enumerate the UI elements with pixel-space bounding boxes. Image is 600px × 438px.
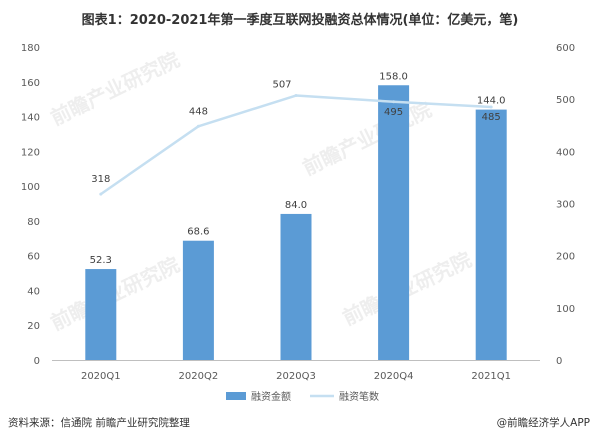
line-point [196, 124, 200, 128]
y-left-tick-label: 180 [21, 43, 40, 54]
bar-value-label: 84.0 [285, 200, 307, 211]
y-left-tick-label: 60 [27, 252, 40, 263]
x-tick-label: 2021Q1 [471, 371, 511, 382]
bar-2020Q2 [182, 240, 214, 360]
x-tick-label: 2020Q4 [374, 371, 414, 382]
credit-note: @前瞻经济学人APP [496, 417, 590, 429]
y-left-tick-label: 160 [21, 78, 40, 89]
y-left-tick-label: 40 [27, 286, 40, 297]
x-tick-label: 2020Q1 [81, 371, 121, 382]
y-right-tick-label: 300 [556, 200, 575, 211]
line-series-path [100, 94, 492, 196]
y-right-tick-label: 500 [556, 95, 575, 106]
source-note: 资料来源：信通院 前瞻产业研究院整理 [8, 417, 190, 429]
y-left-tick-label: 100 [21, 182, 40, 193]
line-value-label: 448 [189, 106, 208, 117]
bar-2021Q1 [475, 109, 507, 360]
line-value-label: 485 [482, 112, 501, 123]
y-right-tick-label: 100 [556, 304, 575, 315]
line-value-label: 495 [384, 107, 403, 118]
y-left-tick-label: 140 [21, 113, 40, 124]
line-point [489, 105, 493, 109]
y-right-tick-label: 600 [556, 43, 575, 54]
chart-title: 图表1：2020-2021年第一季度互联网投融资总体情况(单位：亿美元，笔) [81, 13, 519, 28]
line-point [392, 100, 396, 104]
bar-2020Q3 [280, 213, 312, 360]
y-left-tick-label: 20 [27, 321, 40, 332]
y-left-tick-label: 120 [21, 147, 40, 158]
y-right-tick-label: 400 [556, 147, 575, 158]
y-left-tick-label: 80 [27, 217, 40, 228]
line-point [99, 192, 103, 196]
line-value-label: 318 [91, 174, 110, 185]
bar-value-label: 52.3 [90, 255, 112, 266]
line-value-label: 507 [272, 80, 291, 91]
legend-swatch-bars [226, 392, 246, 400]
bar-2020Q1 [85, 269, 117, 360]
bar-value-label: 144.0 [477, 96, 506, 107]
x-tick-label: 2020Q3 [276, 371, 316, 382]
watermark-text: 前瞻产业研究院 [299, 97, 435, 180]
bar-2020Q4 [378, 85, 410, 360]
bar-value-label: 68.6 [187, 227, 209, 238]
legend-label-bars: 融资金额 [251, 390, 291, 403]
watermark-text: 前瞻产业研究院 [47, 47, 183, 130]
y-right-tick-label: 0 [556, 356, 562, 367]
bar-value-label: 158.0 [379, 71, 408, 82]
y-right-tick-label: 200 [556, 252, 575, 263]
line-point [294, 94, 298, 98]
legend-label-line: 融资笔数 [339, 390, 379, 403]
y-left-tick-label: 0 [34, 356, 40, 367]
x-tick-label: 2020Q2 [179, 371, 219, 382]
